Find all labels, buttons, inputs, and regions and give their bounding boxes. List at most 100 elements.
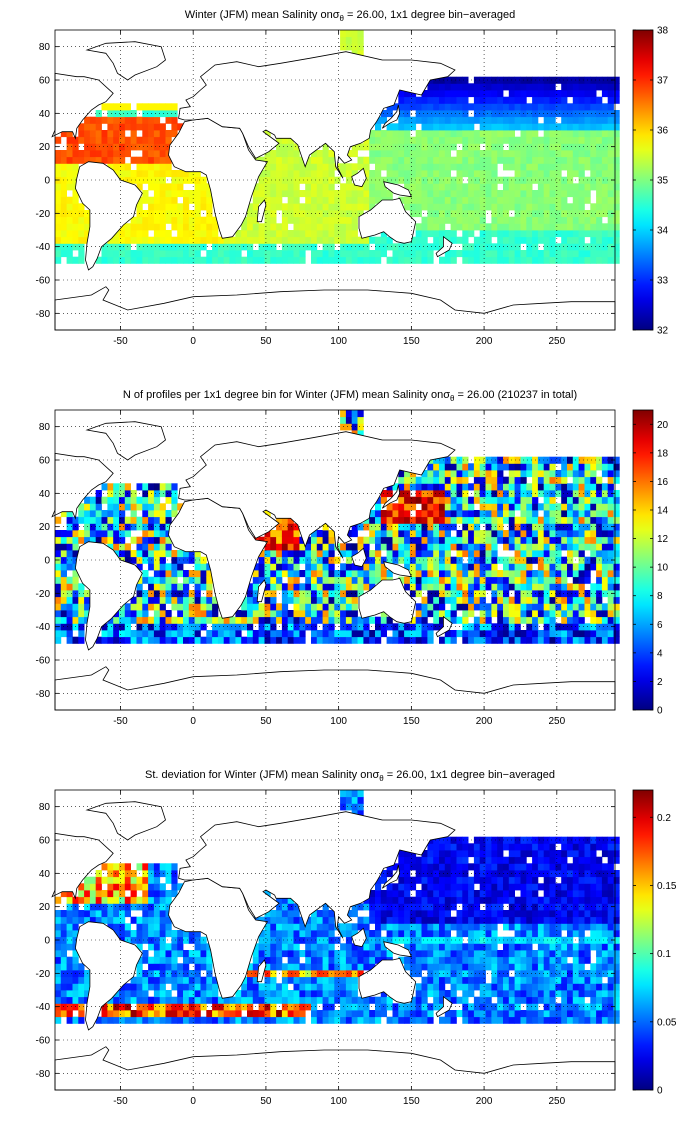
heatmap-cell bbox=[258, 916, 265, 924]
heatmap-cell bbox=[322, 923, 329, 931]
heatmap-cell bbox=[503, 203, 510, 211]
heatmap-cell bbox=[258, 1003, 265, 1011]
heatmap-cell bbox=[159, 143, 166, 151]
heatmap-cell bbox=[188, 550, 195, 558]
heatmap-cell bbox=[415, 876, 422, 884]
heatmap-cell bbox=[113, 256, 120, 264]
heatmap-cell bbox=[345, 256, 353, 264]
heatmap-cell bbox=[177, 630, 184, 638]
heatmap-cell bbox=[607, 203, 614, 211]
heatmap-cell bbox=[153, 876, 161, 884]
heatmap-cell bbox=[537, 576, 545, 584]
heatmap-cell bbox=[264, 196, 271, 204]
heatmap-cell bbox=[520, 96, 527, 104]
heatmap-cell bbox=[206, 603, 213, 611]
heatmap-cell bbox=[369, 636, 376, 644]
heatmap-cell bbox=[60, 563, 67, 571]
heatmap-cell bbox=[526, 623, 533, 631]
heatmap-cell bbox=[188, 196, 195, 204]
heatmap-cell bbox=[526, 556, 533, 564]
heatmap-cell bbox=[392, 130, 399, 138]
heatmap-cell bbox=[503, 250, 510, 258]
heatmap-cell bbox=[532, 543, 539, 551]
heatmap-cell bbox=[351, 170, 358, 178]
heatmap-cell bbox=[223, 243, 230, 251]
heatmap-cell bbox=[60, 570, 67, 578]
heatmap-cell bbox=[334, 636, 341, 644]
heatmap-cell bbox=[206, 590, 213, 598]
heatmap-cell bbox=[142, 150, 149, 158]
heatmap-cell bbox=[584, 90, 591, 98]
heatmap-cell bbox=[584, 530, 591, 538]
heatmap-cell bbox=[526, 616, 533, 624]
heatmap-cell bbox=[590, 590, 597, 598]
heatmap-cell bbox=[270, 910, 277, 918]
heatmap-cell bbox=[357, 156, 364, 164]
heatmap-cell bbox=[398, 143, 405, 151]
heatmap-cell bbox=[601, 110, 609, 118]
heatmap-cell bbox=[357, 196, 364, 204]
heatmap-cell bbox=[375, 256, 382, 264]
heatmap-cell bbox=[66, 143, 73, 151]
heatmap-cell bbox=[212, 990, 219, 998]
heatmap-cell bbox=[572, 203, 579, 211]
heatmap-cell bbox=[386, 490, 393, 498]
heatmap-cell bbox=[258, 570, 265, 578]
heatmap-cell bbox=[124, 930, 131, 938]
heatmap-cell bbox=[130, 230, 137, 238]
heatmap-cell bbox=[66, 250, 73, 258]
heatmap-cell bbox=[479, 123, 486, 131]
heatmap-cell bbox=[113, 996, 120, 1004]
heatmap-cell bbox=[543, 90, 550, 98]
heatmap-cell bbox=[101, 523, 108, 531]
heatmap-cell bbox=[171, 196, 178, 204]
heatmap-cell bbox=[136, 596, 143, 604]
heatmap-cell bbox=[578, 550, 585, 558]
heatmap-cell bbox=[363, 256, 370, 264]
heatmap-cell bbox=[328, 236, 335, 244]
heatmap-cell bbox=[223, 616, 230, 624]
heatmap-cell bbox=[543, 630, 550, 638]
heatmap-cell bbox=[351, 976, 358, 984]
heatmap-cell bbox=[357, 956, 364, 964]
heatmap-cell bbox=[60, 536, 67, 544]
heatmap-cell bbox=[363, 523, 370, 531]
heatmap-cell bbox=[409, 856, 417, 864]
heatmap-cell bbox=[345, 36, 353, 44]
heatmap-cell bbox=[567, 536, 574, 544]
heatmap-cell bbox=[578, 476, 585, 484]
heatmap-cell bbox=[409, 556, 417, 564]
heatmap-cell bbox=[555, 76, 562, 84]
heatmap-cell bbox=[299, 203, 306, 211]
heatmap-cell bbox=[165, 210, 172, 218]
heatmap-cell bbox=[421, 196, 428, 204]
heatmap-cell bbox=[206, 236, 213, 244]
heatmap-cell bbox=[183, 256, 190, 264]
heatmap-cell bbox=[311, 590, 318, 598]
heatmap-cell bbox=[369, 170, 376, 178]
heatmap-cell bbox=[520, 630, 527, 638]
heatmap-cell bbox=[95, 490, 102, 498]
heatmap-cell bbox=[503, 210, 510, 218]
heatmap-cell bbox=[537, 256, 545, 264]
heatmap-cell bbox=[398, 896, 405, 904]
heatmap-cell bbox=[479, 510, 486, 518]
heatmap-cell bbox=[543, 83, 550, 91]
heatmap-cell bbox=[439, 930, 446, 938]
heatmap-cell bbox=[421, 543, 428, 551]
heatmap-cell bbox=[439, 850, 446, 858]
heatmap-cell bbox=[526, 243, 533, 251]
heatmap-cell bbox=[508, 83, 515, 91]
heatmap-cell bbox=[433, 976, 440, 984]
heatmap-cell bbox=[596, 576, 603, 584]
heatmap-cell bbox=[153, 950, 161, 958]
heatmap-cell bbox=[287, 523, 294, 531]
heatmap-cell bbox=[363, 963, 370, 971]
heatmap-cell bbox=[130, 1016, 137, 1024]
heatmap-cell bbox=[427, 496, 434, 504]
heatmap-cell bbox=[159, 503, 166, 511]
y-tick-label: 40 bbox=[39, 489, 51, 500]
heatmap-cell bbox=[60, 596, 67, 604]
heatmap-cell bbox=[72, 983, 79, 991]
heatmap-cell bbox=[398, 170, 405, 178]
